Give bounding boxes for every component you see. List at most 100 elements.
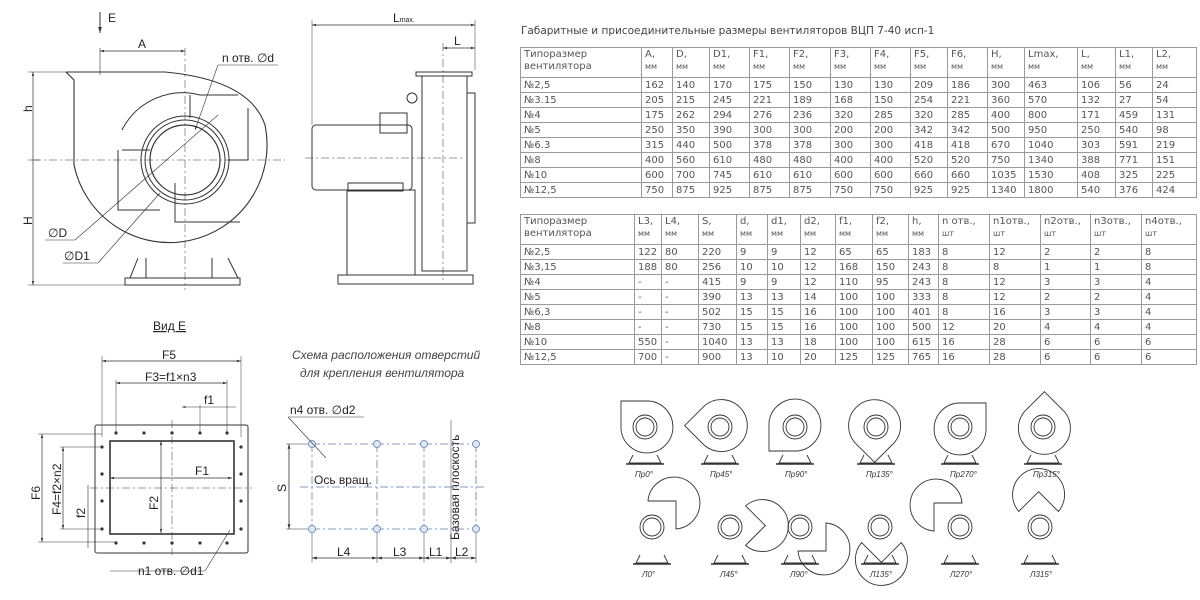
dim-L1-label: L1 [429,545,443,559]
table-cell: 415 [698,274,737,290]
base-plane-label: Базовая плоскость [448,435,462,540]
row-label: №4 [520,274,635,290]
table-row: №12,5 750 875 925 875 875 750 750 925 925 1340 1800… [520,182,1197,198]
table-cell: 401 [908,304,939,320]
row-label: №3.15 [520,92,642,108]
table-row: №5- -390 13 13 14 100 100 333 8 12 2 2 4 [520,289,1197,305]
table-cell: 15 [736,319,768,335]
dim-L3-label: L3 [393,545,407,559]
orientation-label: Пр270° [950,470,978,479]
table-cell: 440 [672,137,710,153]
table-cell: - [661,304,699,320]
table-cell: 390 [709,122,750,138]
column-header: F1, мм [749,47,790,78]
orientation-thumbnail: Пр315° [1018,391,1071,479]
table-cell: 170 [709,77,750,93]
table-cell: 342 [947,122,988,138]
orientation-label: Л90° [789,570,808,579]
table-cell: 320 [910,107,948,123]
table-header-row: Типоразмер вентилятора A, мм D, мм D1, мм F1, мм F… [520,47,1197,78]
table-cell: 730 [698,319,737,335]
table-cell: 125 [835,349,873,365]
table-cell: 700 [672,167,710,183]
column-header: A, мм [641,47,673,78]
row-label: №10 [520,167,642,183]
dim-f2-label: f2 [74,508,88,518]
table-cell: 350 [672,122,710,138]
dim-h-label: h [21,105,35,112]
dim-L4-label: L4 [337,545,351,559]
axis-rotation-label: Ось вращ. [314,473,372,487]
orientation-label: Л45° [719,570,738,579]
table-cell: 175 [641,107,673,123]
table-cell: 400 [641,152,673,168]
table-row: №5 250 350 390 300 300 200 200 342 342 500 950 250 54… [520,122,1197,138]
table-cell: 480 [789,152,831,168]
table-cell: 1800 [1024,182,1078,198]
dim-f1-label: f1 [204,393,214,407]
table-cell: 245 [709,92,750,108]
table-cell: 100 [872,319,909,335]
column-header: L3, мм [634,214,662,245]
table-cell: 3 [1040,274,1091,290]
table-cell: 600 [641,167,673,183]
orientation-label: Л315° [1029,570,1053,579]
table-cell: 243 [908,259,939,275]
column-header: F5, мм [910,47,948,78]
table-cell: 1035 [987,167,1025,183]
column-header: F3, мм [830,47,871,78]
column-header: n2отв., шт [1040,214,1091,245]
table-cell: 209 [910,77,948,93]
orientation-label: Пр135° [866,470,894,479]
orientation-thumbnail: Л45° [711,499,789,579]
table-cell: 300 [830,137,871,153]
table-cell: 500 [908,319,939,335]
table-cell: 8 [938,259,990,275]
table-cell: 502 [698,304,737,320]
row-label: №2,5 [520,77,642,93]
table-cell: 2 [1090,289,1142,305]
table-row: №4 175 262 294 276 236 320 285 320 285 400 800 171 45… [520,107,1197,123]
table-cell: 610 [789,167,831,183]
flange-view [38,356,252,572]
dim-F2-label: F2 [147,496,161,510]
table-cell: 14 [800,289,836,305]
orientation-thumbnail: Пр135° [848,399,901,479]
table-cell: 300 [870,137,911,153]
table-cell: 400 [870,152,911,168]
table-row: №8 400 560 610 480 480 400 400 520 520 750 1340 388 7… [520,152,1197,168]
table-cell: 8 [938,274,990,290]
table-cell: 2 [1040,289,1091,305]
row-label: №2,5 [520,244,635,260]
orientation-thumbnail: Л90° [781,514,851,579]
table-cell: 100 [835,304,873,320]
table-cell: 122 [634,244,662,260]
row-label: №3,15 [520,259,635,275]
column-header: L4, мм [661,214,699,245]
table-cell: 500 [709,137,750,153]
table-cell: 1 [1090,259,1142,275]
table-cell: 80 [661,259,699,275]
dim-L-label: L [454,34,461,48]
orientation-thumbnail: Пр270° [933,402,987,479]
row-label: №4 [520,107,642,123]
table-cell: 8 [938,304,990,320]
dim-S-label: S [275,484,289,492]
orientation-thumbnail: Л270° [909,478,979,579]
column-header: f2, мм [872,214,909,245]
table-cell: 12 [800,274,836,290]
table-cell: 520 [947,152,988,168]
table-cell: 188 [634,259,662,275]
table-cell: 13 [767,289,801,305]
table-cell: 200 [870,122,911,138]
table-cell: 16 [800,319,836,335]
table-cell: 540 [1077,182,1116,198]
table-row: №2,5 122 80 220 9 9 12 65 65 183 8 12 2 2 8 [520,244,1197,260]
column-header: L, мм [1077,47,1116,78]
table-cell: 6 [1141,334,1197,350]
table-cell: 1040 [698,334,737,350]
table-cell: 700 [634,349,662,365]
orientation-thumbnail: Л0° [633,476,701,579]
table-cell: 13 [736,334,768,350]
